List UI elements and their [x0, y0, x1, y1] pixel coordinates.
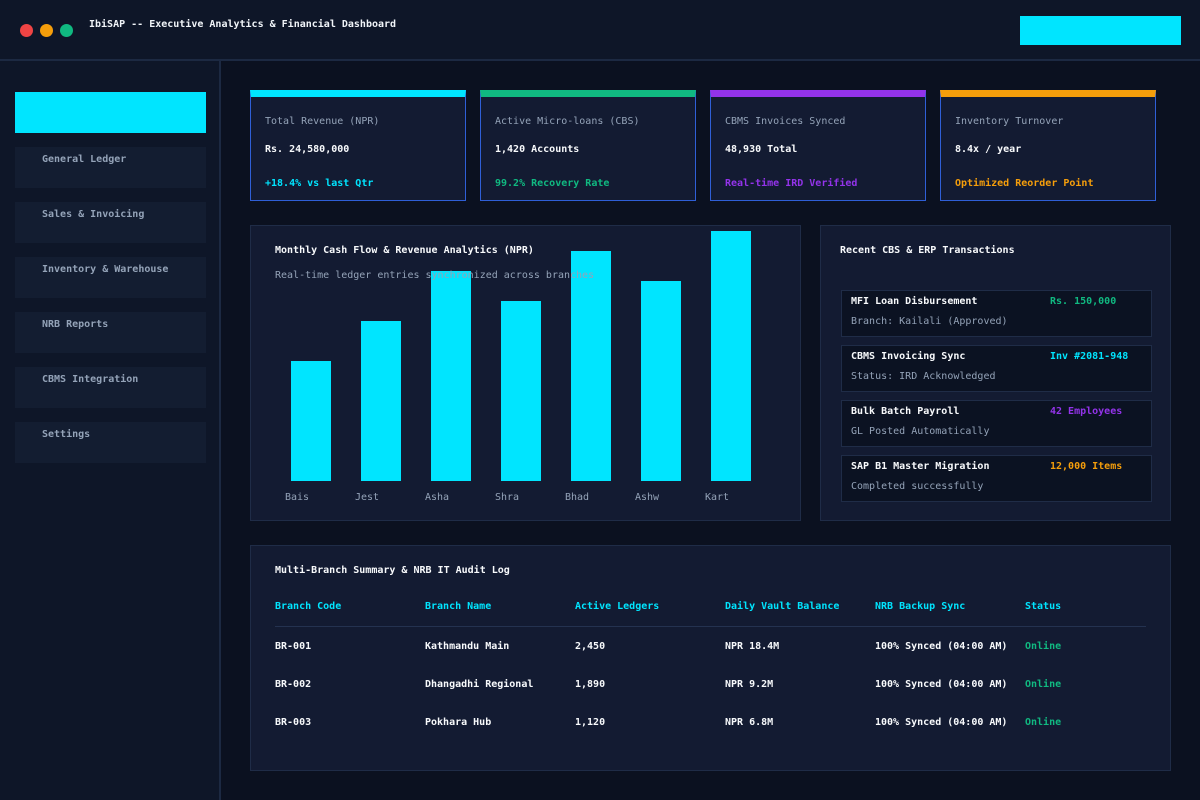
- transaction-name: Bulk Batch Payroll: [851, 406, 960, 417]
- sidebar-item-cbms-integration[interactable]: CBMS Integration: [15, 367, 206, 408]
- chart-title: Monthly Cash Flow & Revenue Analytics (N…: [275, 245, 534, 256]
- transaction-value: Rs. 150,000: [1050, 296, 1117, 307]
- sidebar-item-label: General Ledger: [42, 154, 127, 165]
- table-header-divider: [275, 626, 1146, 627]
- sidebar-item-general-ledger[interactable]: General Ledger: [15, 147, 206, 188]
- transaction-detail: Branch: Kailali (Approved): [851, 316, 1008, 327]
- cell-branch-code: BR-002: [275, 679, 312, 690]
- cell-branch-code: BR-001: [275, 641, 312, 652]
- kpi-subtext: 99.2% Recovery Rate: [495, 178, 610, 189]
- x-tick-label: Asha: [425, 492, 449, 503]
- cell-backup-sync: 100% Synced (04:00 AM): [875, 641, 1008, 652]
- cell-active-ledgers: 2,450: [575, 641, 606, 652]
- x-tick-label: Shra: [495, 492, 519, 503]
- kpi-title: Inventory Turnover: [955, 116, 1064, 127]
- transaction-value: 42 Employees: [1050, 406, 1123, 417]
- bar-jest[interactable]: [361, 321, 401, 481]
- transaction-detail: Completed successfully: [851, 481, 984, 492]
- kpi-value: 8.4x / year: [955, 144, 1022, 155]
- kpi-value: 48,930 Total: [725, 144, 798, 155]
- transaction-detail: GL Posted Automatically: [851, 426, 990, 437]
- x-tick-label: Kart: [705, 492, 729, 503]
- kpi-value: Rs. 24,580,000: [265, 144, 350, 155]
- column-header-status: Status: [1025, 601, 1062, 612]
- column-header-active-ledgers: Active Ledgers: [575, 601, 660, 612]
- cell-vault-balance: NPR 18.4M: [725, 641, 780, 652]
- status-badge: Online: [1025, 717, 1062, 728]
- transaction-item[interactable]: MFI Loan Disbursement Rs. 150,000 Branch…: [841, 290, 1152, 337]
- cell-branch-name: Dhangadhi Regional: [425, 679, 534, 690]
- close-window-button[interactable]: [20, 24, 33, 37]
- bar-shra[interactable]: [501, 301, 541, 481]
- sidebar-item-label: CBMS Integration: [42, 374, 139, 385]
- transaction-name: CBMS Invoicing Sync: [851, 351, 966, 362]
- x-tick-label: Bhad: [565, 492, 589, 503]
- bar-bhad[interactable]: [571, 251, 611, 481]
- kpi-subtext: +18.4% vs last Qtr: [265, 178, 374, 189]
- bar-kart[interactable]: [711, 231, 751, 481]
- column-header-vault-balance: Daily Vault Balance: [725, 601, 840, 612]
- kpi-title: Total Revenue (NPR): [265, 116, 380, 127]
- sidebar-item-label: NRB Reports: [42, 319, 109, 330]
- sidebar: General Ledger Sales & Invoicing Invento…: [0, 61, 221, 800]
- recent-transactions-panel: Recent CBS & ERP Transactions MFI Loan D…: [820, 225, 1171, 521]
- cell-backup-sync: 100% Synced (04:00 AM): [875, 679, 1008, 690]
- cell-vault-balance: NPR 9.2M: [725, 679, 774, 690]
- transaction-value: Inv #2081-948: [1050, 351, 1129, 362]
- x-tick-label: Ashw: [635, 492, 660, 503]
- bar-asha[interactable]: [431, 271, 471, 481]
- kpi-title: Active Micro-loans (CBS): [495, 116, 640, 127]
- sidebar-item-label: Sales & Invoicing: [42, 209, 145, 220]
- cash-flow-bar-chart: Bais Jest Asha Shra Bhad Ashw Kart: [285, 231, 751, 503]
- header-action-button[interactable]: [1020, 16, 1181, 45]
- sidebar-item-nrb-reports[interactable]: NRB Reports: [15, 312, 206, 353]
- x-tick-label: Bais: [285, 492, 309, 503]
- kpi-value: 1,420 Accounts: [495, 144, 580, 155]
- window-titlebar: IbiSAP -- Executive Analytics & Financia…: [0, 0, 1200, 61]
- transaction-item[interactable]: CBMS Invoicing Sync Inv #2081-948 Status…: [841, 345, 1152, 392]
- transaction-detail: Status: IRD Acknowledged: [851, 371, 996, 382]
- transaction-value: 12,000 Items: [1050, 461, 1123, 472]
- transaction-item[interactable]: SAP B1 Master Migration 12,000 Items Com…: [841, 455, 1152, 502]
- cell-active-ledgers: 1,890: [575, 679, 606, 690]
- chart-subtitle: Real-time ledger entries synchronized ac…: [275, 270, 595, 281]
- kpi-card-active-micro-loans: Active Micro-loans (CBS) 1,420 Accounts …: [480, 90, 696, 201]
- sidebar-item-settings[interactable]: Settings: [15, 422, 206, 463]
- sidebar-active-item[interactable]: [15, 92, 206, 133]
- kpi-subtext: Optimized Reorder Point: [955, 178, 1094, 189]
- kpi-card-inventory-turnover: Inventory Turnover 8.4x / year Optimized…: [940, 90, 1156, 201]
- kpi-title: CBMS Invoices Synced: [725, 116, 846, 127]
- column-header-branch-code: Branch Code: [275, 601, 342, 612]
- kpi-card-cbms-invoices: CBMS Invoices Synced 48,930 Total Real-t…: [710, 90, 926, 201]
- status-badge: Online: [1025, 641, 1062, 652]
- bar-ashw[interactable]: [641, 281, 681, 481]
- cell-backup-sync: 100% Synced (04:00 AM): [875, 717, 1008, 728]
- column-header-branch-name: Branch Name: [425, 601, 492, 612]
- audit-title: Multi-Branch Summary & NRB IT Audit Log: [275, 565, 510, 576]
- sidebar-item-label: Inventory & Warehouse: [42, 264, 169, 275]
- kpi-subtext: Real-time IRD Verified: [725, 178, 858, 189]
- transactions-title: Recent CBS & ERP Transactions: [840, 245, 1015, 256]
- transaction-name: MFI Loan Disbursement: [851, 296, 978, 307]
- x-tick-label: Jest: [355, 492, 379, 503]
- status-badge: Online: [1025, 679, 1062, 690]
- app-title: IbiSAP -- Executive Analytics & Financia…: [89, 19, 397, 30]
- cash-flow-chart-panel: Bais Jest Asha Shra Bhad Ashw Kart Monthly Cas…: [250, 225, 801, 521]
- cell-branch-code: BR-003: [275, 717, 312, 728]
- cell-branch-name: Pokhara Hub: [425, 717, 492, 728]
- sidebar-item-label: Settings: [42, 429, 91, 440]
- sidebar-item-sales-invoicing[interactable]: Sales & Invoicing: [15, 202, 206, 243]
- branch-audit-panel: Multi-Branch Summary & NRB IT Audit Log …: [250, 545, 1171, 771]
- sidebar-item-inventory-warehouse[interactable]: Inventory & Warehouse: [15, 257, 206, 298]
- transaction-name: SAP B1 Master Migration: [851, 461, 990, 472]
- transaction-item[interactable]: Bulk Batch Payroll 42 Employees GL Poste…: [841, 400, 1152, 447]
- column-header-backup-sync: NRB Backup Sync: [875, 601, 966, 612]
- bar-bais[interactable]: [291, 361, 331, 481]
- minimize-window-button[interactable]: [40, 24, 53, 37]
- cell-vault-balance: NPR 6.8M: [725, 717, 774, 728]
- kpi-card-total-revenue: Total Revenue (NPR) Rs. 24,580,000 +18.4…: [250, 90, 466, 201]
- cell-branch-name: Kathmandu Main: [425, 641, 510, 652]
- maximize-window-button[interactable]: [60, 24, 73, 37]
- cell-active-ledgers: 1,120: [575, 717, 606, 728]
